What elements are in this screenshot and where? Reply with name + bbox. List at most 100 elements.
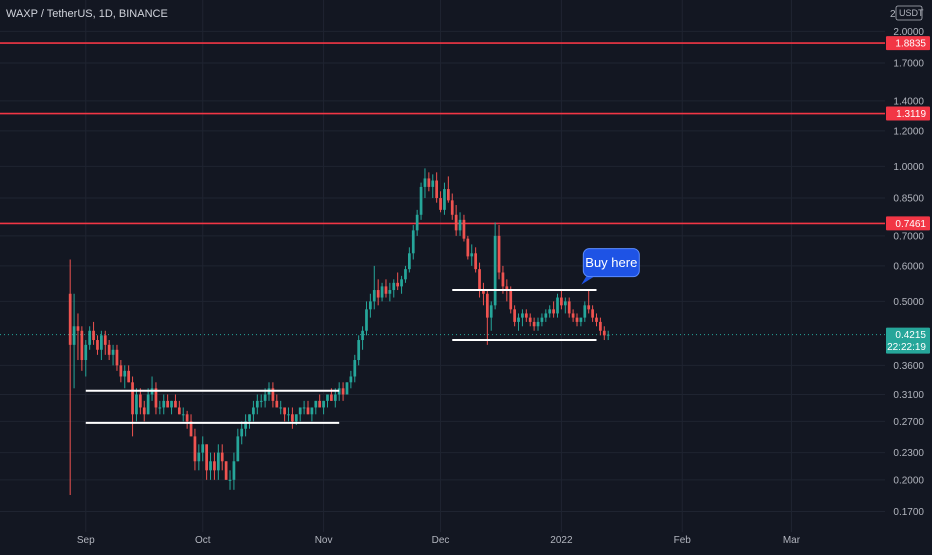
candle-body xyxy=(404,269,407,280)
buy-here-callout[interactable]: Buy here xyxy=(581,248,640,285)
y-tick-label: 1.4000 xyxy=(893,96,924,107)
candle-body xyxy=(470,253,474,257)
candle-body xyxy=(131,382,134,415)
candle-body xyxy=(201,444,205,453)
candle-body xyxy=(322,400,325,408)
candle-body xyxy=(407,253,411,270)
candle-body xyxy=(357,340,361,361)
candle-body xyxy=(384,286,388,294)
candle-body xyxy=(567,301,571,314)
candle-body xyxy=(252,407,255,415)
candle-body xyxy=(485,293,489,318)
candle-body xyxy=(255,400,259,408)
x-tick-label: Nov xyxy=(315,535,333,546)
candle-body xyxy=(548,309,552,314)
candle-body xyxy=(454,214,458,231)
candles xyxy=(68,168,610,496)
candle-body xyxy=(345,382,349,395)
candle-body xyxy=(142,407,146,415)
callout-box xyxy=(582,248,640,278)
candle-body xyxy=(392,282,396,291)
candle-body xyxy=(466,238,470,257)
candle-body xyxy=(517,317,520,322)
candle-body xyxy=(478,269,481,291)
candle-body xyxy=(146,394,150,415)
candle-body xyxy=(80,330,84,361)
candle-body xyxy=(427,178,431,187)
y-tick-label: 0.7000 xyxy=(893,231,924,242)
candle-body xyxy=(380,286,384,298)
candle-body xyxy=(388,290,392,294)
candle-body xyxy=(96,340,99,350)
candle-body xyxy=(291,414,294,422)
y-tick-label: 0.6000 xyxy=(893,261,924,272)
candle-body xyxy=(556,297,559,314)
candle-body xyxy=(100,335,103,350)
candle-body xyxy=(306,407,310,415)
y-tick-label: 0.3600 xyxy=(893,361,924,372)
price-axis[interactable]: 2.0000 1.7000 1.4000 1.2000 1.0000 0.8500 0.70… xyxy=(893,27,924,518)
callout-text: Buy here xyxy=(585,255,637,270)
candle-body xyxy=(294,414,298,422)
candle-body xyxy=(415,214,419,231)
candle-body xyxy=(213,461,216,471)
time-axis[interactable]: Sep Oct Nov Dec 2022 Feb Mar xyxy=(77,535,801,546)
resistance-lines[interactable] xyxy=(0,42,885,225)
candle-body xyxy=(240,428,244,437)
y-tick-label: 0.2000 xyxy=(893,475,924,486)
candle-body xyxy=(419,186,423,215)
candle-body xyxy=(174,400,177,408)
current-price-tag xyxy=(886,327,930,354)
range-lines[interactable] xyxy=(85,289,597,424)
y-tick-label: 0.5000 xyxy=(893,297,924,308)
candle-body xyxy=(443,189,446,210)
candle-body xyxy=(599,321,602,331)
candle-body xyxy=(341,388,345,395)
currency-badge[interactable]: USDT xyxy=(899,8,924,18)
candle-body xyxy=(411,230,415,254)
candle-body xyxy=(497,235,501,273)
candle-body xyxy=(287,414,290,416)
currency-badge-box xyxy=(895,5,923,21)
candle-body xyxy=(302,407,306,409)
candle-body xyxy=(185,414,189,422)
candle-body xyxy=(521,313,524,318)
candle-body xyxy=(189,421,193,437)
candle-body xyxy=(88,330,92,345)
candle-body xyxy=(76,326,80,331)
candle-body xyxy=(279,407,283,409)
candle-body xyxy=(591,309,594,318)
candle-body xyxy=(166,400,170,408)
candle-body xyxy=(232,461,236,480)
x-tick-label: Mar xyxy=(783,535,801,546)
candle-body xyxy=(135,394,138,415)
candle-body xyxy=(330,394,333,401)
candle-body xyxy=(209,461,212,471)
level-price-label: 1.3119 xyxy=(896,109,926,120)
candle-body xyxy=(450,200,454,215)
candle-body xyxy=(474,253,478,270)
candle-body xyxy=(501,272,505,287)
candle-body xyxy=(575,317,579,322)
log-scale-label[interactable]: 2 xyxy=(890,9,896,20)
x-tick-label: Dec xyxy=(432,535,450,546)
candle-body xyxy=(318,400,322,408)
candle-body xyxy=(400,279,403,287)
candle-body xyxy=(489,305,493,318)
candle-body xyxy=(505,286,509,291)
candle-body xyxy=(587,305,591,310)
candle-body xyxy=(326,394,329,401)
candle-body xyxy=(127,370,131,383)
candle-body xyxy=(310,407,314,415)
y-tick-label: 0.2700 xyxy=(893,417,924,428)
candle-body xyxy=(119,365,123,377)
x-tick-label: Sep xyxy=(77,535,95,546)
candle-body xyxy=(560,297,563,306)
candle-body xyxy=(435,180,439,199)
candle-body xyxy=(528,317,532,322)
candle-body xyxy=(193,436,197,462)
